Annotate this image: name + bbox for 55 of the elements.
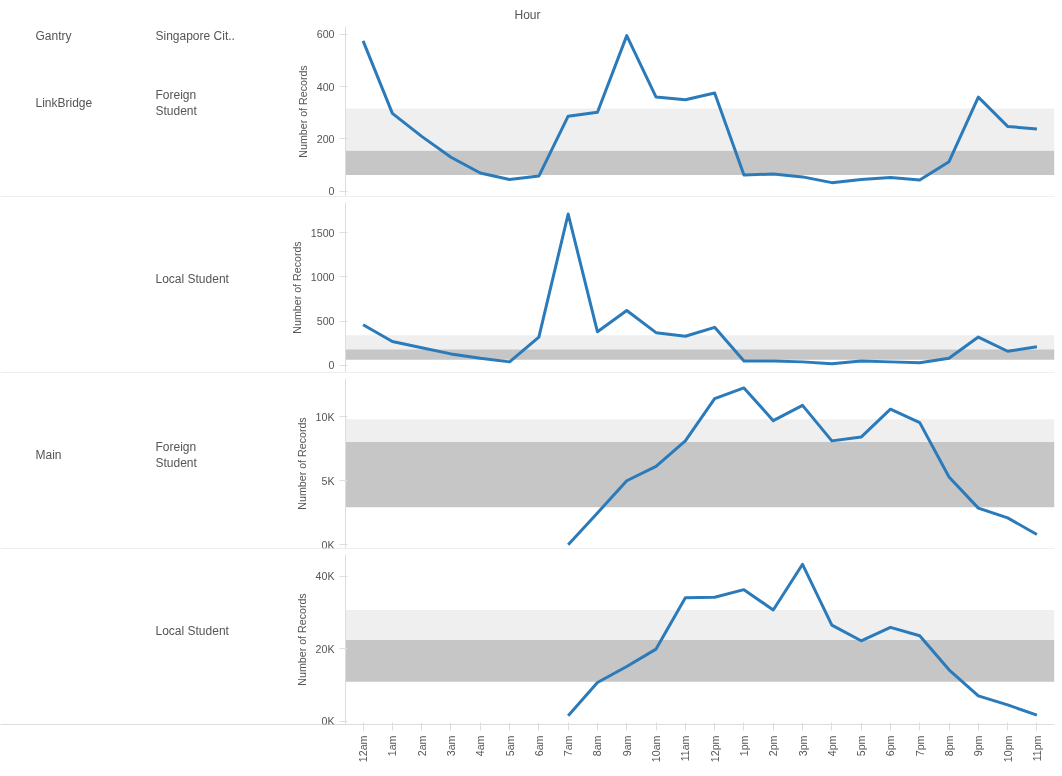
x-tick-label: 12pm [708,735,721,763]
x-tick-label: 3pm [796,735,809,757]
y-axis-title: Number of Records [290,241,303,334]
line-series [361,212,1039,366]
y-tick-label: 20K [315,642,335,655]
y-axis-title: Number of Records [295,593,308,686]
x-tick-label: 5pm [855,735,868,757]
x-tick-label: 7pm [913,735,926,757]
y-tick-label: 10K [315,410,335,423]
text: Local Student [155,624,230,638]
x-tick-label: 1am [386,735,399,757]
y-tick-label: 0K [321,538,335,551]
line-series [566,386,1039,547]
text: Gantry [35,28,72,43]
x-tick-label: 5am [503,735,516,757]
y-tick-label: 0 [328,185,335,198]
x-tick-label: 8am [591,735,604,757]
y-tick-label: 500 [316,315,335,328]
y-axis-title: Number of Records [295,417,308,510]
x-tick-label: 11am [679,735,692,762]
y-tick-label: 600 [316,28,335,41]
x-tick-label: 12am [357,735,370,763]
x-tick-label: 9pm [972,735,985,757]
y-tick-label: 40K [315,570,335,583]
x-tick-label: 2am [415,735,428,757]
x-tick-label: 9am [620,735,633,757]
x-tick-label: 10am [650,735,663,763]
text: Foreign Student [155,439,198,471]
y-tick-label: 1000 [310,270,335,283]
x-axis-title: Hour [514,7,541,22]
y-tick-label: 5K [321,474,335,487]
x-tick-label: 6pm [884,735,897,757]
text: Singapore Cit.. [155,28,235,43]
text: Main [35,448,62,462]
x-tick-label: 1pm [737,735,750,757]
x-tick-label: 7am [562,735,575,757]
y-axis-title: Number of Records [296,65,309,158]
y-tick-label: 1500 [310,226,335,239]
text: Foreign Student [155,87,198,119]
x-tick-label: 6am [532,735,545,757]
x-tick-label: 11pm [1030,735,1043,762]
x-tick-label: 4am [474,735,487,757]
y-tick-label: 0 [328,359,335,372]
x-tick-label: 4pm [825,735,838,757]
x-tick-label: 8pm [943,735,956,757]
text: LinkBridge [35,96,93,110]
y-tick-label: 400 [316,80,335,93]
line-series [361,34,1039,185]
x-tick-label: 3am [444,735,457,757]
y-tick-label: 0K [321,715,335,728]
x-tick-label: 2pm [767,735,780,757]
text: Local Student [155,272,230,286]
y-tick-label: 200 [316,132,335,145]
x-tick-label: 10pm [1001,735,1014,763]
line-series [566,562,1039,718]
